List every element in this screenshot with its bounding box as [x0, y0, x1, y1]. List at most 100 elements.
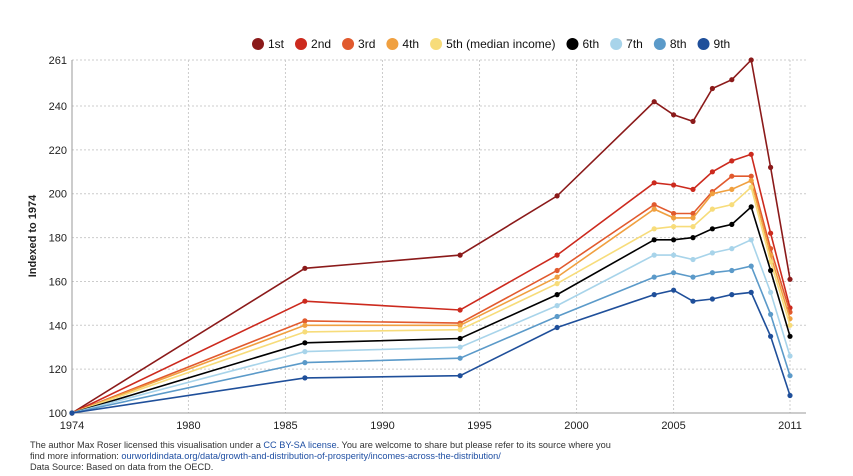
- y-tick-label: 160: [49, 276, 67, 288]
- data-point: [554, 252, 560, 258]
- data-point: [690, 224, 696, 230]
- data-point: [671, 224, 677, 230]
- legend-item[interactable]: 8th: [653, 37, 687, 51]
- y-tick-label: 220: [49, 145, 67, 157]
- series: [69, 173, 793, 416]
- legend-label: 8th: [670, 37, 687, 51]
- x-tick-label: 2011: [778, 420, 802, 432]
- data-point: [651, 292, 657, 298]
- data-point: [709, 296, 716, 302]
- data-point: [709, 250, 716, 256]
- series-line: [71, 238, 791, 414]
- data-point: [302, 298, 308, 304]
- data-point: [690, 256, 696, 263]
- legend-swatch: [697, 38, 710, 50]
- data-point: [651, 206, 657, 212]
- data-point: [768, 311, 774, 317]
- series: [69, 57, 793, 416]
- legend-label: 9th: [714, 37, 731, 51]
- footer-line-2: find more information: ourworldindata.or…: [30, 451, 830, 462]
- data-point: [690, 235, 696, 241]
- data-point: [302, 329, 308, 335]
- data-point: [302, 349, 308, 355]
- data-point: [729, 221, 735, 227]
- data-point: [554, 313, 560, 320]
- data-point: [768, 164, 774, 170]
- series-line: [71, 265, 791, 414]
- data-point: [690, 186, 696, 192]
- footer-text: . You are welcome to share but please re…: [336, 440, 611, 450]
- legend-swatch: [566, 38, 579, 50]
- footer-text: The author Max Roser licensed this visua…: [30, 440, 264, 450]
- data-point: [671, 112, 677, 118]
- data-point: [302, 318, 308, 324]
- data-point: [748, 184, 754, 190]
- legend-item[interactable]: 4th: [386, 37, 419, 51]
- x-tick-label: 2005: [661, 420, 685, 432]
- data-point: [709, 169, 716, 175]
- data-point: [457, 355, 463, 361]
- data-point: [748, 204, 754, 210]
- legend-swatch: [252, 38, 264, 50]
- legend-label: 7th: [626, 37, 643, 51]
- legend-item[interactable]: 6th: [566, 37, 599, 51]
- data-point: [748, 289, 754, 295]
- legend-label: 4th: [402, 37, 419, 51]
- y-tick-labels: 100 120 140 160 180 200 220 240 261: [49, 55, 67, 420]
- data-point: [554, 274, 560, 280]
- legend-item[interactable]: 1st: [252, 37, 285, 51]
- data-point: [787, 373, 793, 379]
- data-point: [748, 263, 754, 269]
- data-point: [302, 265, 308, 271]
- series-line: [71, 153, 791, 414]
- data-point: [729, 173, 735, 179]
- data-point: [729, 246, 735, 252]
- x-tick-label: 2000: [564, 420, 588, 432]
- data-point: [554, 292, 560, 298]
- footer-text: find more information:: [30, 451, 122, 461]
- legend-label: 3rd: [358, 37, 375, 51]
- data-point: [748, 178, 754, 184]
- data-point: [690, 215, 696, 221]
- data-source-text: Data Source: Based on data from the OECD…: [30, 462, 214, 472]
- data-point: [709, 226, 716, 232]
- legend-item[interactable]: 3rd: [342, 37, 375, 51]
- data-point: [709, 270, 716, 276]
- data-point: [671, 182, 677, 188]
- data-point: [729, 202, 735, 208]
- chart: 100 120 140 160 180 200 220 240 261 1974 1980 1985…: [27, 37, 806, 432]
- series: [69, 237, 793, 416]
- data-point: [709, 206, 716, 212]
- data-point: [302, 322, 308, 328]
- data-point: [302, 375, 308, 381]
- data-point: [457, 335, 463, 342]
- data-point: [671, 215, 677, 221]
- series: [69, 287, 793, 416]
- legend-swatch: [653, 38, 666, 50]
- data-point: [768, 259, 774, 265]
- legend-item[interactable]: 7th: [610, 37, 643, 51]
- x-tick-label: 1985: [273, 420, 297, 432]
- legend-swatch: [430, 38, 443, 50]
- legend-label: 1st: [268, 37, 285, 51]
- legend-item[interactable]: 9th: [697, 37, 731, 51]
- data-point: [787, 276, 793, 282]
- data-point: [729, 292, 735, 298]
- axes: [71, 60, 806, 414]
- license-link[interactable]: CC BY-SA license: [263, 440, 337, 450]
- legend-item[interactable]: 5th (median income): [430, 37, 555, 51]
- y-tick-label: 140: [49, 320, 67, 332]
- data-point: [554, 324, 560, 331]
- legend-item[interactable]: 2nd: [295, 37, 331, 51]
- data-point: [554, 281, 560, 287]
- data-point: [651, 226, 657, 232]
- data-point: [302, 360, 308, 366]
- source-url-link[interactable]: ourworldindata.org/data/growth-and-distr…: [121, 451, 501, 461]
- legend: 1st 2nd 3rd 4th 5th (median income) 6th 7th 8th…: [252, 37, 730, 51]
- data-point: [671, 287, 677, 293]
- data-point: [748, 173, 754, 179]
- x-tick-labels: 1974 1980 1985 1990 1995 2000 2005 2011: [60, 420, 802, 432]
- data-point: [787, 353, 793, 359]
- data-point: [768, 267, 774, 274]
- series: [69, 204, 793, 416]
